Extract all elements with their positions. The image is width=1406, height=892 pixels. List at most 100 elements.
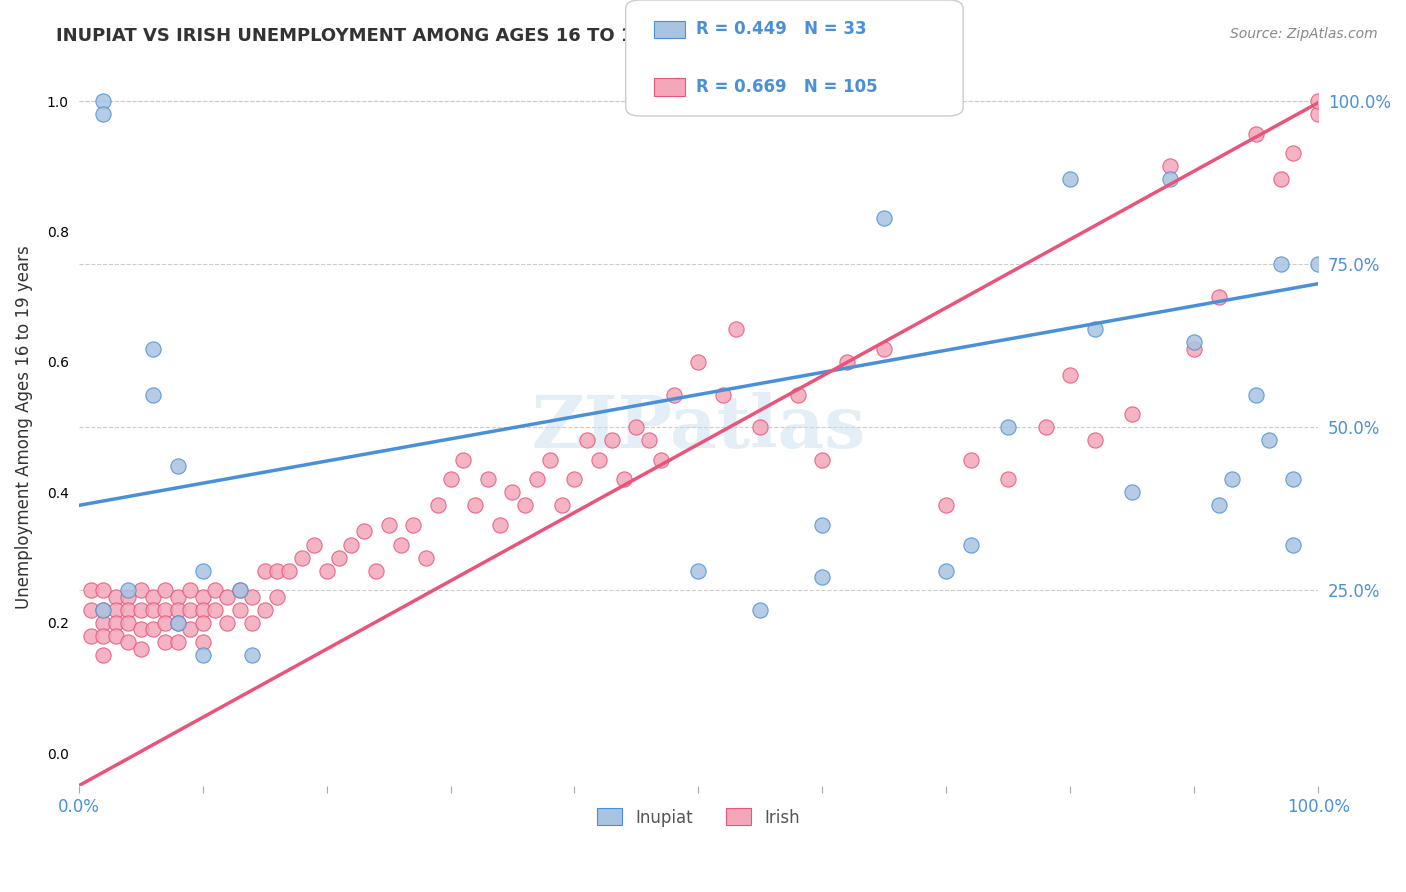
Point (427, 499, 450, 513)
Point (837, 355, 859, 369)
Point (402, 518, 425, 533)
Point (489, 518, 512, 533)
Point (1182, 342, 1205, 356)
Point (129, 583, 152, 598)
Point (451, 452, 474, 467)
Point (253, 603, 276, 617)
Point (749, 420, 772, 434)
Point (477, 472, 499, 486)
Point (328, 550, 350, 565)
Point (166, 603, 188, 617)
Point (166, 615, 188, 630)
Point (366, 564, 388, 578)
Point (575, 433, 598, 447)
Y-axis label: Unemployment Among Ages 16 to 19 years: Unemployment Among Ages 16 to 19 years (15, 245, 32, 609)
Point (93, 603, 115, 617)
Point (1208, 290, 1230, 304)
Point (688, 564, 710, 578)
Point (1220, 472, 1243, 486)
Point (626, 420, 648, 434)
Point (613, 472, 636, 486)
Point (155, 583, 177, 598)
Point (353, 524, 375, 539)
Point (1208, 499, 1230, 513)
Point (93, 94, 115, 108)
Point (93, 629, 115, 643)
Point (1282, 472, 1305, 486)
Point (873, 211, 896, 226)
Point (1257, 433, 1279, 447)
Point (80, 629, 103, 643)
Point (513, 499, 536, 513)
Point (266, 564, 288, 578)
Point (229, 583, 252, 598)
Point (960, 452, 983, 467)
Text: R = 0.449   N = 33: R = 0.449 N = 33 (696, 21, 866, 38)
Point (1282, 537, 1305, 551)
Point (166, 459, 188, 474)
Text: INUPIAT VS IRISH UNEMPLOYMENT AMONG AGES 16 TO 19 YEARS CORRELATION CHART: INUPIAT VS IRISH UNEMPLOYMENT AMONG AGES… (56, 27, 939, 45)
Point (80, 583, 103, 598)
Point (155, 615, 177, 630)
Point (1035, 420, 1057, 434)
Point (1084, 322, 1107, 336)
Point (711, 387, 734, 401)
Point (166, 635, 188, 649)
Point (315, 564, 337, 578)
Point (191, 603, 214, 617)
Point (464, 499, 486, 513)
Point (724, 322, 747, 336)
Point (1270, 257, 1292, 271)
Point (811, 452, 834, 467)
Point (142, 387, 165, 401)
Point (1159, 159, 1181, 173)
Point (1159, 172, 1181, 186)
Point (179, 622, 201, 636)
Point (526, 472, 548, 486)
Point (1308, 257, 1330, 271)
Point (129, 603, 152, 617)
Point (155, 603, 177, 617)
Point (302, 537, 325, 551)
Point (960, 537, 983, 551)
Point (155, 635, 177, 649)
Point (240, 648, 263, 663)
Point (204, 603, 226, 617)
Point (93, 603, 115, 617)
Point (340, 537, 363, 551)
Point (166, 615, 188, 630)
Point (1246, 127, 1268, 141)
Point (1121, 485, 1143, 500)
Point (1308, 107, 1330, 121)
Point (588, 452, 610, 467)
Point (1059, 172, 1081, 186)
Point (415, 550, 437, 565)
Point (117, 590, 139, 604)
Point (1059, 368, 1081, 382)
Point (1308, 94, 1330, 108)
Point (1282, 146, 1305, 161)
Point (1121, 407, 1143, 421)
Point (786, 387, 808, 401)
Point (179, 603, 201, 617)
Point (104, 603, 127, 617)
Point (217, 590, 239, 604)
Point (997, 420, 1019, 434)
Point (873, 342, 896, 356)
Point (502, 485, 524, 500)
Point (191, 635, 214, 649)
Point (811, 518, 834, 533)
Point (650, 452, 672, 467)
Point (229, 603, 252, 617)
Point (1270, 172, 1292, 186)
Point (278, 564, 301, 578)
Point (142, 603, 165, 617)
Point (439, 472, 461, 486)
Point (117, 603, 139, 617)
Point (997, 472, 1019, 486)
Point (142, 590, 165, 604)
Point (240, 590, 263, 604)
Point (93, 615, 115, 630)
Legend: Inupiat, Irish: Inupiat, Irish (589, 800, 808, 835)
Point (935, 564, 957, 578)
